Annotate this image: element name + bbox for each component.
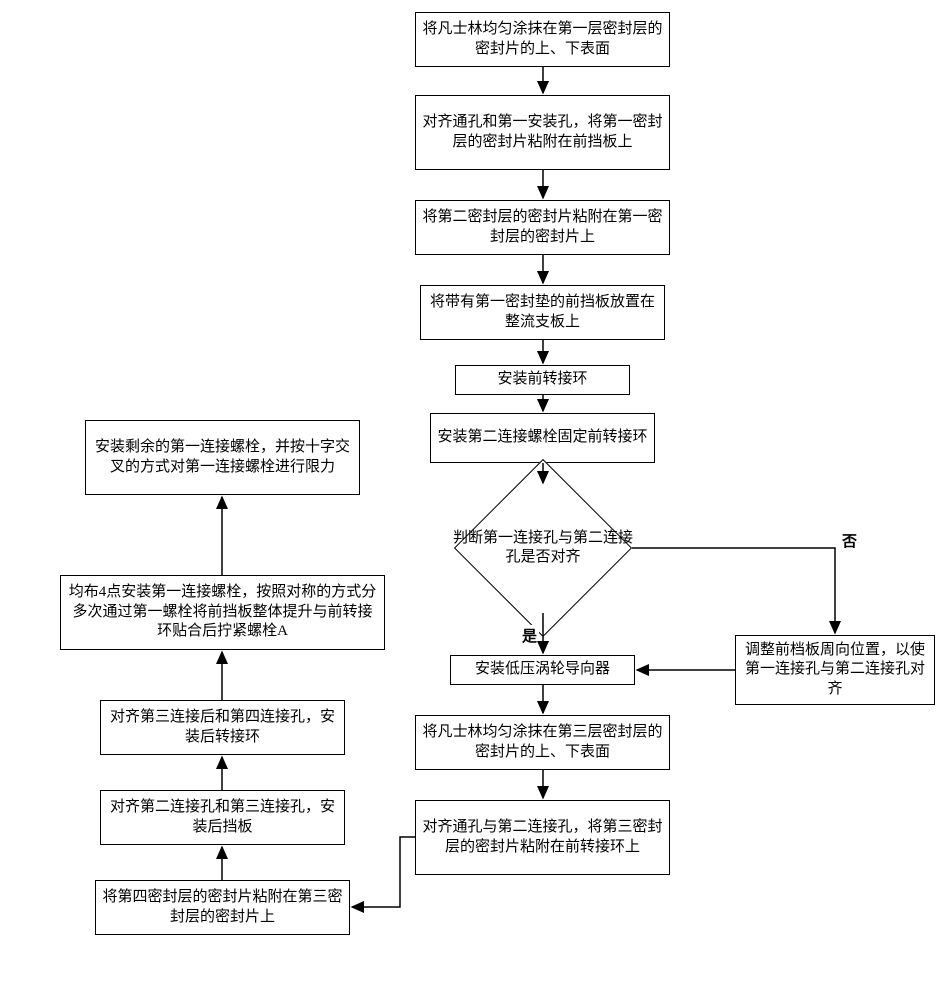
process-box: 安装前转接环: [455, 365, 630, 395]
process-box: 安装第二连接螺栓固定前转接环: [430, 413, 655, 463]
process-box: 安装剩余的第一连接螺栓，并按十字交叉的方式对第一连接螺栓进行限力: [85, 420, 360, 495]
edge-label-yes: 是: [520, 625, 539, 646]
process-box: 对齐通孔与第二连接孔，将第三密封层的密封片粘附在前转接环上: [415, 800, 670, 875]
process-box: 将带有第一密封垫的前挡板放置在整流支板上: [420, 285, 665, 340]
process-box: 均布4点安装第一连接螺栓，按照对称的方式分多次通过第一螺栓将前挡板整体提升与前转…: [60, 575, 385, 650]
process-box: 将凡士林均匀涂抹在第三层密封层的密封片的上、下表面: [415, 715, 670, 770]
process-box: 将凡士林均匀涂抹在第一层密封层的密封片的上、下表面: [415, 12, 670, 67]
edge-label-no: 否: [840, 530, 859, 551]
process-box: 调整前档板周向位置，以使第一连接孔与第二连接孔对齐: [735, 635, 935, 705]
process-box: 将第二密封层的密封片粘附在第一密封层的密封片上: [415, 200, 670, 255]
decision-diamond: [454, 459, 632, 637]
process-box: 对齐第二连接孔和第三连接孔，安装后挡板: [100, 790, 345, 845]
process-box: 对齐第三连接后和第四连接孔，安装后转接环: [100, 700, 345, 755]
process-box: 安装低压涡轮导向器: [450, 655, 635, 685]
process-box: 将第四密封层的密封片粘附在第三密封层的密封片上: [95, 880, 350, 935]
process-box: 对齐通孔和第一安装孔，将第一密封层的密封片粘附在前挡板上: [415, 95, 670, 170]
